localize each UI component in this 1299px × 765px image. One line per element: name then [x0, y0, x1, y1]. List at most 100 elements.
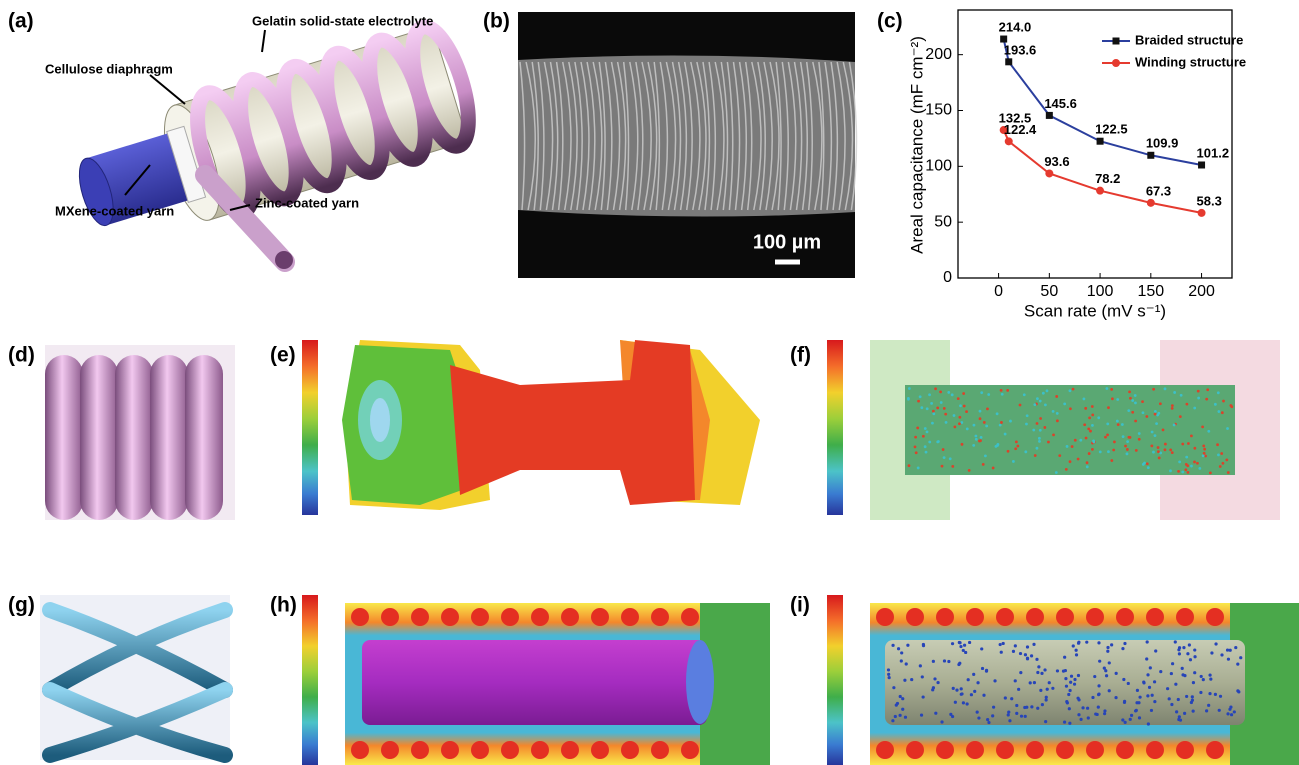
speckle — [936, 407, 939, 410]
field-spot — [471, 608, 489, 626]
speckle — [932, 686, 935, 689]
speckle — [986, 407, 989, 410]
speckle — [973, 424, 976, 427]
panel-label: (e) — [270, 344, 296, 367]
speckle — [1097, 706, 1100, 709]
speckle — [922, 644, 925, 647]
speckle — [1097, 641, 1100, 644]
speckle — [924, 445, 927, 448]
marker — [1096, 187, 1104, 195]
speckle — [920, 714, 923, 717]
speckle — [942, 448, 945, 451]
speckle — [1055, 395, 1058, 398]
speckle — [1079, 439, 1082, 442]
panel-label: (g) — [8, 594, 35, 617]
speckle — [1134, 401, 1137, 404]
speckle — [1164, 387, 1167, 390]
field-spot — [681, 608, 699, 626]
field-spot — [936, 741, 954, 759]
speckle — [1023, 393, 1026, 396]
value-label: 67.3 — [1146, 183, 1171, 198]
speckle — [1044, 720, 1047, 723]
field-spot — [351, 741, 369, 759]
speckle — [940, 720, 943, 723]
speckle — [975, 438, 978, 441]
speckle — [1045, 698, 1048, 701]
speckle — [922, 435, 925, 438]
speckle — [900, 651, 903, 654]
speckle — [888, 676, 891, 679]
speckle — [1157, 450, 1160, 453]
speckle — [979, 410, 982, 413]
speckle — [1116, 420, 1119, 423]
speckle — [1134, 709, 1137, 712]
field-spot — [621, 741, 639, 759]
speckle — [1063, 403, 1066, 406]
speckle — [1043, 668, 1046, 671]
speckle — [1000, 389, 1003, 392]
speckle — [1000, 421, 1003, 424]
speckle — [1181, 667, 1184, 670]
speckle — [1066, 445, 1069, 448]
speckle — [1004, 433, 1007, 436]
speckle — [1037, 665, 1040, 668]
speckle — [960, 421, 963, 424]
speckle — [1036, 671, 1039, 674]
speckle — [1079, 718, 1082, 721]
marker — [1198, 161, 1205, 168]
speckle — [1112, 449, 1115, 452]
speckle — [1147, 466, 1150, 469]
field-spot — [651, 608, 669, 626]
speckle — [1000, 651, 1003, 654]
speckle — [960, 687, 963, 690]
speckle — [1052, 433, 1055, 436]
speckle — [1067, 693, 1070, 696]
speckle — [1183, 712, 1186, 715]
speckle — [903, 679, 906, 682]
speckle — [1006, 389, 1009, 392]
speckle — [1152, 451, 1155, 454]
speckle — [1106, 433, 1109, 436]
speckle — [922, 695, 925, 698]
field-spot — [591, 741, 609, 759]
field-spot — [441, 741, 459, 759]
speckle — [960, 692, 963, 695]
speckle — [1077, 674, 1080, 677]
y-tick-label: 200 — [925, 46, 952, 63]
speckle — [1179, 719, 1182, 722]
speckle — [1025, 706, 1028, 709]
speckle — [949, 457, 952, 460]
speckle — [1015, 440, 1018, 443]
panel-label: (a) — [8, 10, 34, 33]
speckle — [1093, 675, 1096, 678]
speckle — [1203, 452, 1206, 455]
speckle — [1214, 693, 1217, 696]
speckle — [1024, 450, 1027, 453]
panel-label: (d) — [8, 344, 35, 367]
speckle — [1123, 700, 1126, 703]
speckle — [945, 421, 948, 424]
speckle — [1098, 660, 1101, 663]
speckle — [1007, 711, 1010, 714]
speckle — [1171, 404, 1174, 407]
field-spot — [651, 741, 669, 759]
speckle — [1168, 697, 1171, 700]
speckle — [1024, 653, 1027, 656]
field-spot — [591, 608, 609, 626]
speckle — [1064, 677, 1067, 680]
speckle — [1193, 655, 1196, 658]
field-spot — [1116, 741, 1134, 759]
x-axis-label: Scan rate (mV s⁻¹) — [1024, 301, 1166, 320]
speckle — [1121, 647, 1124, 650]
speckle — [1150, 709, 1153, 712]
speckle — [1225, 458, 1228, 461]
simulation-i — [827, 595, 1299, 765]
speckle — [1188, 643, 1191, 646]
speckle — [1026, 645, 1029, 648]
marker — [1147, 152, 1154, 159]
speckle — [914, 436, 917, 439]
field-spot — [1056, 741, 1074, 759]
speckle — [978, 440, 981, 443]
speckle — [921, 675, 924, 678]
field-spot — [501, 608, 519, 626]
